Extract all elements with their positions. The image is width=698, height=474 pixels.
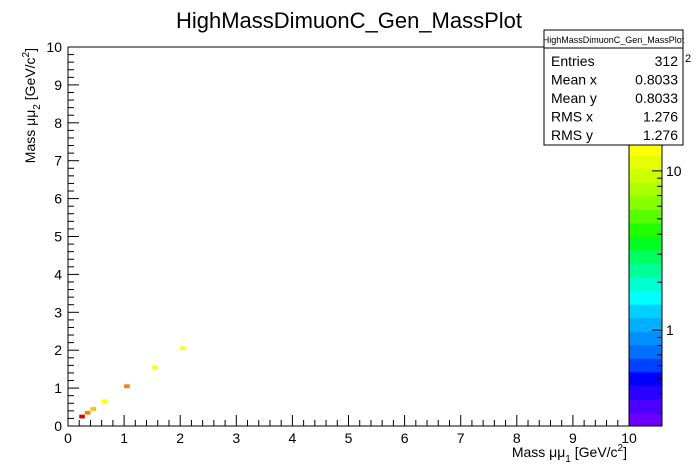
- stats-box: HighMassDimuonC_Gen_MassPlot Entries 312 M…: [543, 29, 685, 146]
- stats-value-0: 312: [655, 53, 679, 69]
- chart-title: HighMassDimuonC_Gen_MassPlot: [176, 8, 522, 33]
- palette-swatch-2: [629, 385, 662, 400]
- palette-swatch-17: [629, 182, 662, 197]
- x-tick-label-0: 0: [64, 430, 72, 446]
- stats-value-3: 1.276: [643, 109, 678, 125]
- x-tick-label-4: 4: [289, 430, 297, 446]
- heatmap-cell-4: [124, 384, 130, 389]
- palette-swatch-16: [629, 195, 662, 210]
- palette-swatch-7: [629, 317, 662, 332]
- palette-swatch-12: [629, 250, 662, 265]
- palette-swatch-10: [629, 277, 662, 292]
- heatmap-cell-6: [180, 346, 186, 351]
- y-tick-label-6: 6: [54, 191, 62, 207]
- x-tick-label-3: 3: [232, 430, 240, 446]
- y-tick-label-3: 3: [54, 304, 62, 320]
- y-axis-label: Mass μμ2 [GeV/c2]: [21, 48, 43, 163]
- heatmap-cell-3: [101, 399, 108, 404]
- heatmap-cells: [79, 346, 186, 419]
- palette-tick-label-0: 1: [666, 322, 674, 338]
- y-tick-label-5: 5: [54, 229, 62, 245]
- palette-swatch-3: [629, 371, 662, 386]
- x-axis-label: Mass μμ1 [GeV/c2]: [512, 443, 627, 465]
- x-tick-label-2: 2: [176, 430, 184, 446]
- y-tick-label-1: 1: [54, 380, 62, 396]
- palette-swatch-8: [629, 304, 662, 319]
- palette-swatch-4: [629, 358, 662, 373]
- x-tick-label-6: 6: [401, 430, 409, 446]
- palette-swatch-1: [629, 398, 662, 413]
- heatmap-cell-0: [79, 414, 85, 419]
- stats-rows: Entries 312 Mean x 0.8033 Mean y 0.8033 RMS x 1…: [551, 53, 678, 143]
- palette-swatch-18: [629, 168, 662, 183]
- stats-value-4: 1.276: [643, 127, 678, 143]
- palette-swatch-11: [629, 263, 662, 278]
- palette-swatch-5: [629, 344, 662, 359]
- stats-label-3: RMS x: [551, 109, 593, 125]
- stats-label-0: Entries: [551, 53, 595, 69]
- palette-swatch-13: [629, 236, 662, 251]
- palette-swatch-15: [629, 209, 662, 224]
- stats-box-title: HighMassDimuonC_Gen_MassPlot: [543, 35, 685, 45]
- palette-swatch-6: [629, 331, 662, 346]
- heatmap-cell-1: [84, 410, 91, 415]
- y-tick-label-8: 8: [54, 115, 62, 131]
- y-tick-label-2: 2: [54, 342, 62, 358]
- y-axis: 0 1 2 3 4 5 6 7 8 9 10: [46, 39, 79, 434]
- x-tick-label-10: 10: [621, 430, 637, 446]
- x-tick-label-9: 9: [569, 430, 577, 446]
- heatmap-cell-2: [90, 407, 97, 411]
- x-tick-label-7: 7: [457, 430, 465, 446]
- stats-label-1: Mean x: [551, 72, 597, 88]
- x-tick-label-8: 8: [513, 430, 521, 446]
- palette-swatch-19: [629, 155, 662, 170]
- palette-swatch-0: [629, 412, 662, 427]
- stats-value-1: 0.8033: [635, 72, 678, 88]
- heatmap-cell-5: [152, 365, 158, 370]
- x-tick-label-5: 5: [345, 430, 353, 446]
- y-tick-label-10: 10: [46, 39, 62, 55]
- palette-swatch-9: [629, 290, 662, 305]
- x-axis: 0 1 2 3 4 5 6 7 8 9 10: [64, 415, 637, 446]
- palette-swatch-14: [629, 222, 662, 237]
- palette-tick-label-1: 10: [666, 163, 682, 179]
- stats-box-frame: [543, 29, 684, 146]
- y-tick-label-0: 0: [54, 418, 62, 434]
- y-tick-label-4: 4: [54, 266, 62, 282]
- y-tick-label-7: 7: [54, 153, 62, 169]
- palette-top-label: 2: [685, 53, 691, 65]
- y-tick-label-9: 9: [54, 77, 62, 93]
- x-tick-label-1: 1: [120, 430, 128, 446]
- stats-label-4: RMS y: [551, 127, 593, 143]
- stats-value-2: 0.8033: [635, 90, 678, 106]
- stats-label-2: Mean y: [551, 90, 597, 106]
